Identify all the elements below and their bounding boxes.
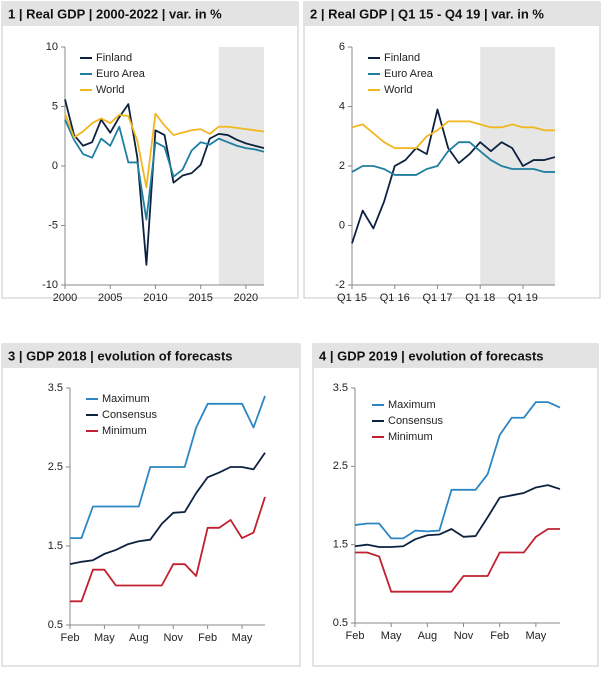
x-tick-label: May [94,632,115,644]
y-tick-label: 2 [339,160,345,172]
legend-label: Finland [384,52,420,64]
panel-title: 2 | Real GDP | Q1 15 - Q4 19 | var. in % [310,6,544,21]
x-tick-label: 2000 [53,292,77,304]
legend-label: Minimum [102,425,147,437]
y-tick-label: -5 [48,219,58,231]
y-tick-label: 0 [52,160,58,172]
x-tick-label: Nov [163,632,183,644]
forecast-shade [480,47,555,285]
panel-frame [1,343,301,667]
series-line [64,119,265,221]
y-tick-label: 5 [52,100,58,112]
x-tick-label: Q1 18 [465,292,495,304]
x-tick-label: 2010 [143,292,167,304]
series-line [70,496,266,603]
x-tick-label: Aug [129,632,149,644]
y-tick-label: 0 [339,219,345,231]
y-tick-label: 1.5 [48,540,63,552]
forecast-shade [218,47,264,285]
legend-label: Maximum [388,399,436,411]
series-line [70,395,266,539]
panel-header [2,2,298,26]
y-tick-label: -2 [335,279,345,291]
panel-header [2,344,300,368]
x-tick-label: May [232,632,253,644]
legend-label: Finland [96,52,132,64]
x-tick-label: Q1 16 [380,292,410,304]
panel-frame [303,1,601,299]
y-tick-label: 2.5 [48,461,63,473]
x-tick-label: May [381,630,402,642]
x-tick-label: Feb [490,630,509,642]
series-line [351,141,555,176]
panel-title: 4 | GDP 2019 | evolution of forecasts [319,348,544,363]
panel-title: 1 | Real GDP | 2000-2022 | var. in % [8,6,222,21]
x-tick-label: Q1 17 [422,292,452,304]
x-tick-label: May [525,630,546,642]
x-tick-label: 2015 [188,292,212,304]
series-line [351,120,555,150]
series-line [64,99,265,266]
legend-label: Minimum [388,431,433,443]
y-tick-label: 0.5 [48,619,63,631]
y-tick-label: 10 [46,41,58,53]
legend-label: Consensus [388,415,444,427]
panel-title: 3 | GDP 2018 | evolution of forecasts [8,348,233,363]
x-tick-label: Feb [346,630,365,642]
x-tick-label: Q1 15 [337,292,367,304]
panel-header [304,2,600,26]
series-line [69,452,266,566]
y-tick-label: 6 [339,41,345,53]
y-tick-label: 3.5 [48,382,63,394]
x-tick-label: Nov [454,630,474,642]
y-tick-label: 2.5 [333,460,348,472]
legend-label: Euro Area [384,68,434,80]
x-tick-label: 2005 [98,292,122,304]
legend-label: Euro Area [96,68,146,80]
y-tick-label: 3.5 [333,382,348,394]
series-line [351,108,556,244]
legend-label: Consensus [102,409,158,421]
y-tick-label: -10 [42,279,58,291]
series-line [355,528,560,593]
series-line [354,484,561,548]
series-line [64,112,265,189]
x-tick-label: Q1 19 [508,292,538,304]
x-tick-label: Aug [418,630,438,642]
panel-frame [312,343,599,667]
y-tick-label: 1.5 [333,539,348,551]
legend-label: World [384,84,413,96]
x-tick-label: 2020 [234,292,258,304]
series-line [354,401,561,540]
y-tick-label: 4 [339,100,345,112]
legend-label: Maximum [102,393,150,405]
y-tick-label: 0.5 [333,617,348,629]
panel-header [313,344,598,368]
legend-label: World [96,84,125,96]
x-tick-label: Feb [198,632,217,644]
x-tick-label: Feb [61,632,80,644]
